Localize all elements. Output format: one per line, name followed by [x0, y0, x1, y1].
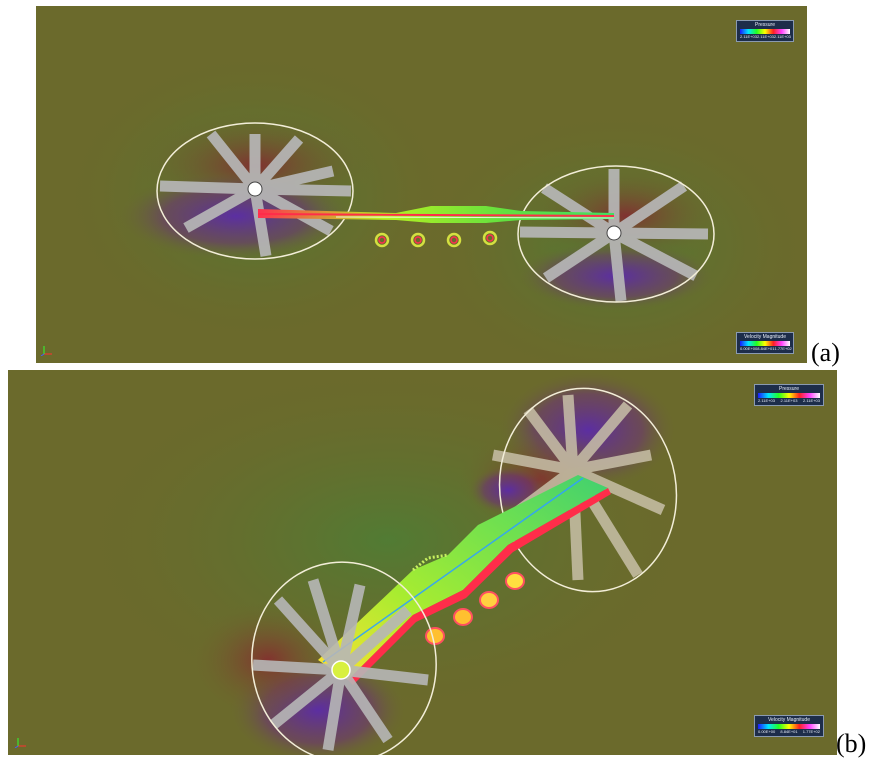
velocity-colorbar — [758, 724, 820, 729]
thruster-pods — [425, 572, 525, 645]
velocity-tick: 8.84E+01 — [757, 346, 775, 351]
velocity-colorbar — [740, 341, 790, 346]
axes-triad-icon — [14, 738, 26, 748]
rotor-disk-outline — [498, 387, 678, 593]
panel-label-b: (b) — [836, 729, 867, 758]
velocity-tick: 0.00E+00 — [740, 346, 758, 351]
flow-field-a — [56, 46, 807, 363]
pressure-colorbar — [758, 393, 820, 398]
pressure-tick: 2.11E+03 — [803, 398, 820, 403]
rotor-disk-outline — [156, 122, 354, 260]
rotor-disk-outline — [251, 561, 437, 755]
flow-field-b — [68, 370, 708, 755]
pressure-tick: 2.11E+03 — [780, 398, 798, 403]
panel-label-a: (a) — [811, 338, 840, 367]
left-rotor — [251, 561, 437, 755]
velocity-tick: 1.77E+02 — [802, 729, 820, 734]
velocity-tick: 1.77E+02 — [774, 346, 792, 351]
thruster-pods — [374, 230, 498, 248]
velocity-legend: Velocity Magnitude 0.00E+00 8.84E+01 1.7… — [736, 332, 794, 354]
left-rotor — [156, 122, 354, 260]
axes-triad-icon — [40, 346, 52, 356]
velocity-tick: 0.00E+00 — [758, 729, 776, 734]
fuselage — [257, 206, 615, 223]
velocity-legend-title: Velocity Magnitude — [768, 717, 810, 723]
rotor-hub — [331, 660, 351, 680]
pressure-colorbar — [740, 29, 790, 34]
pressure-legend: Pressure 2.11E+03 2.11E+03 2.11E+03 — [736, 20, 794, 42]
velocity-tick: 8.84E+01 — [780, 729, 798, 734]
rotor-disk-outline — [517, 165, 715, 303]
pressure-tick: 2.11E+03 — [756, 34, 774, 39]
pressure-legend-title: Pressure — [754, 22, 775, 28]
simulation-panel-b: Pressure 2.11E+03 2.11E+03 2.11E+03 Velo… — [8, 370, 837, 755]
right-rotor — [517, 165, 715, 303]
pressure-tick: 2.11E+03 — [773, 34, 791, 39]
velocity-legend-title: Velocity Magnitude — [744, 334, 786, 340]
rotor-hub — [606, 225, 622, 241]
simulation-panel-a: Pressure 2.11E+03 2.11E+03 2.11E+03 Velo… — [36, 6, 807, 363]
velocity-legend: Velocity Magnitude 0.00E+00 8.84E+01 1.7… — [754, 715, 824, 737]
pressure-tick: 2.11E+03 — [740, 34, 757, 39]
pressure-legend-title: Pressure — [778, 386, 799, 392]
pressure-tick: 2.11E+03 — [758, 398, 775, 403]
rotor-hub — [247, 181, 263, 197]
pressure-legend: Pressure 2.11E+03 2.11E+03 2.11E+03 — [754, 384, 824, 406]
